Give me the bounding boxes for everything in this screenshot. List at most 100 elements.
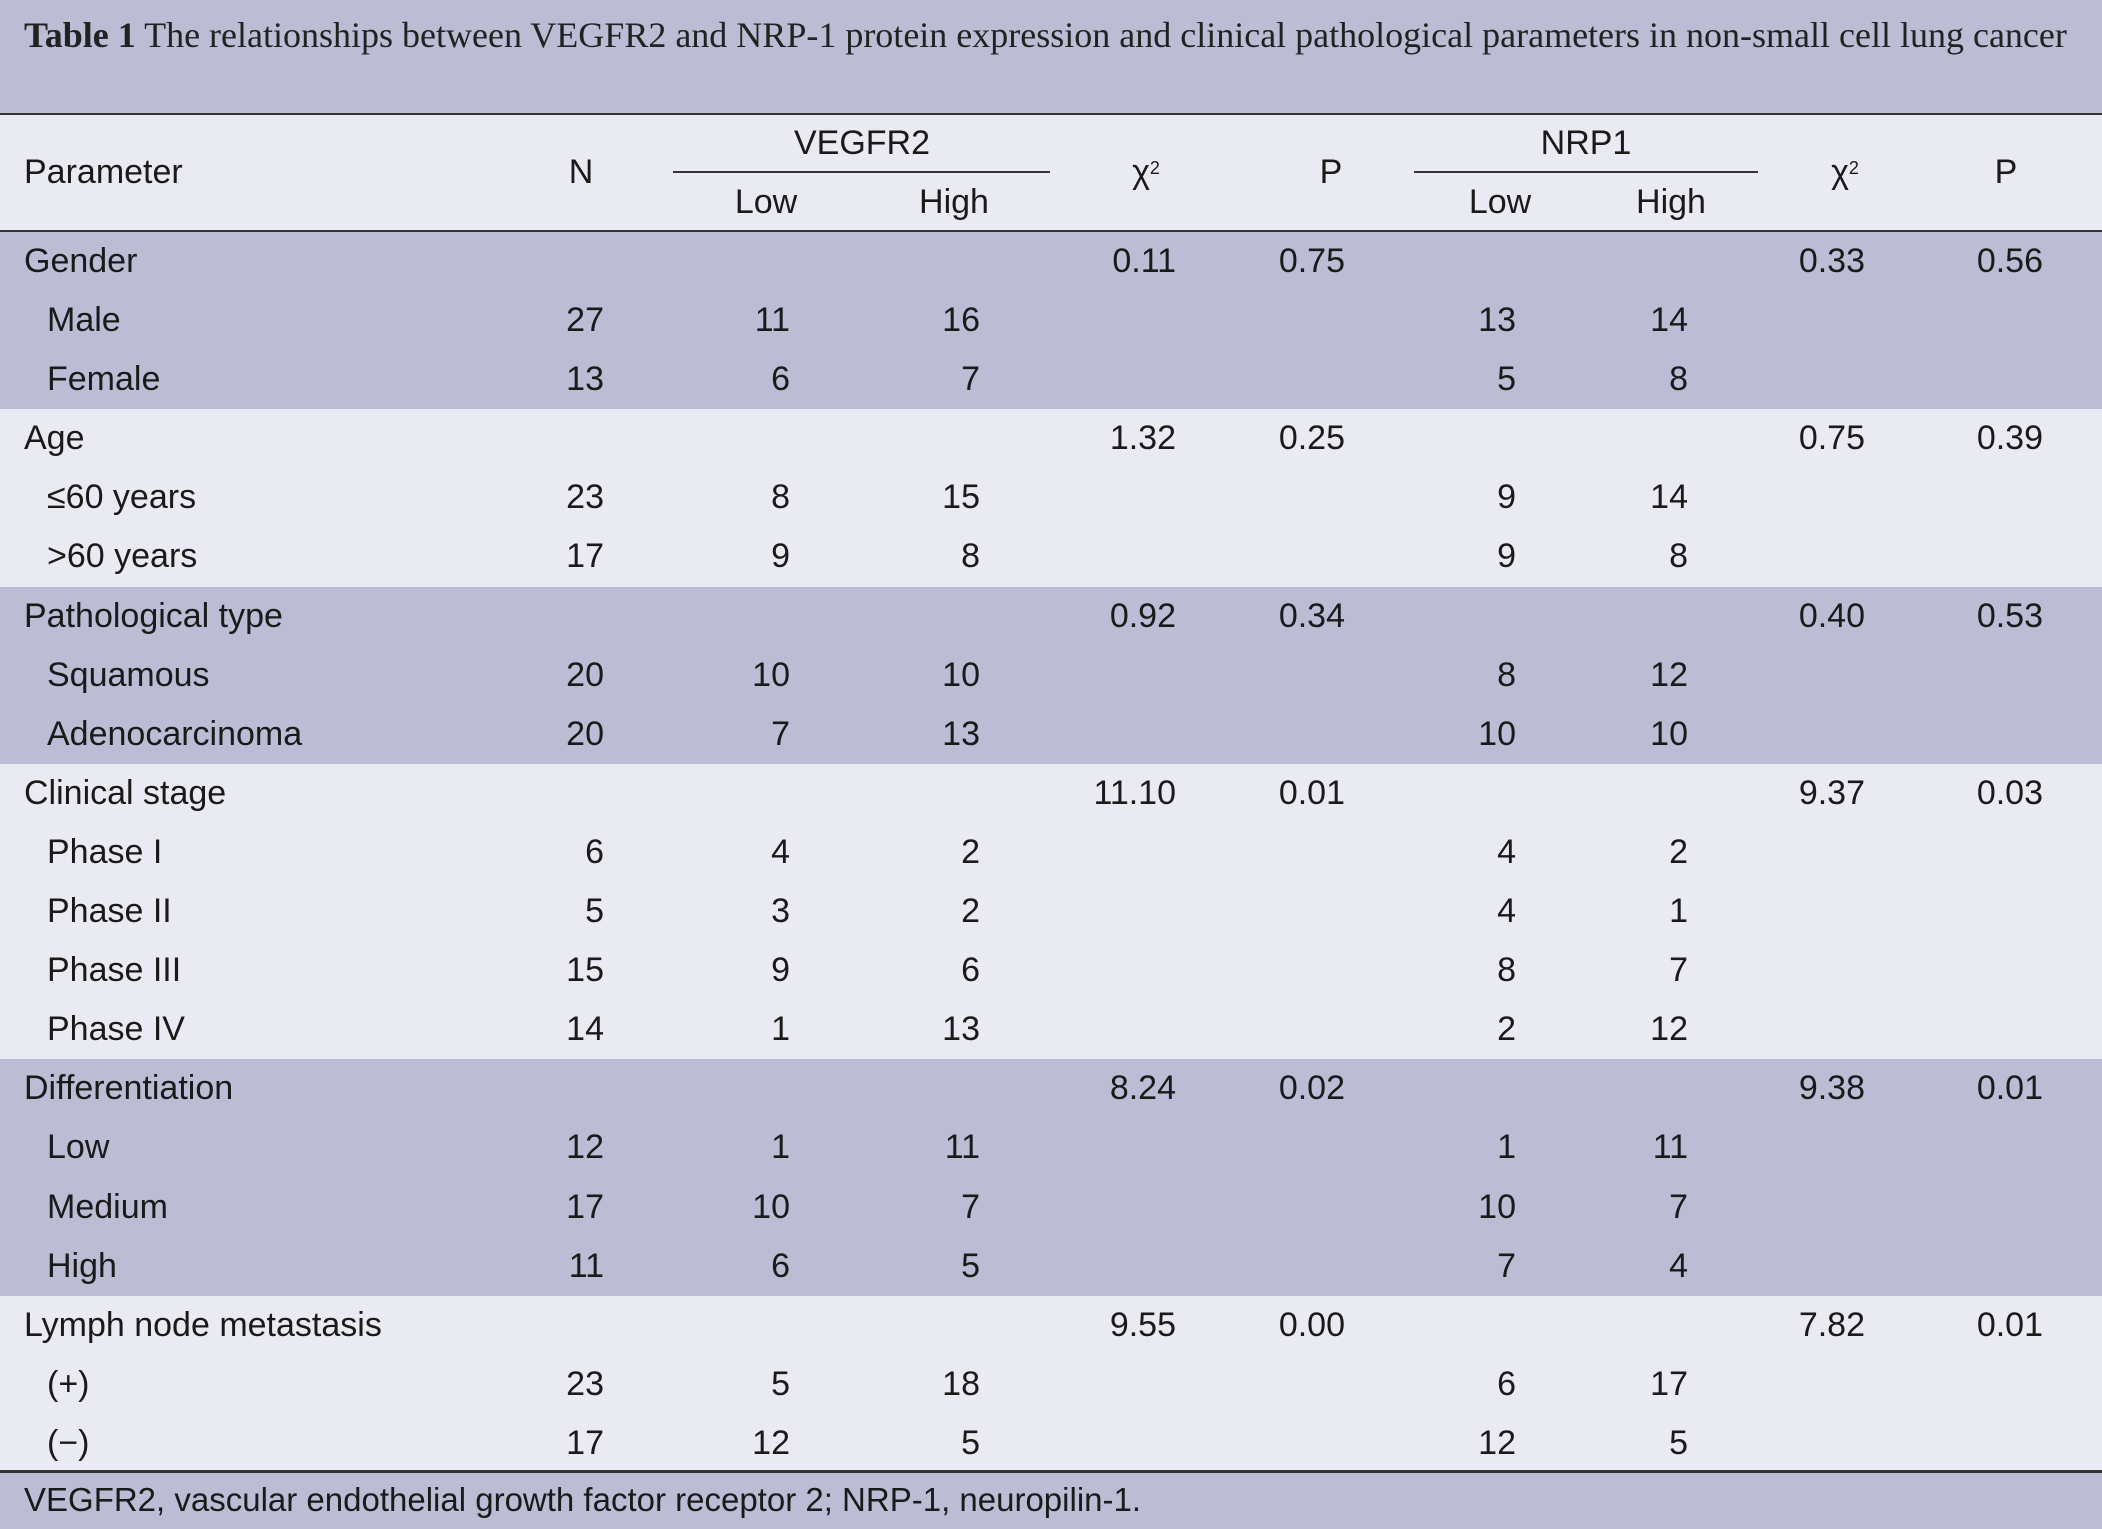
vegfr2-high-value: 6 — [961, 951, 980, 990]
row-label: >60 years — [47, 537, 198, 576]
nrp1-low-value: 9 — [1497, 537, 1516, 576]
n-value: 27 — [566, 301, 604, 340]
row-label: Phase I — [47, 832, 163, 871]
group-label: Differentiation — [24, 1069, 234, 1108]
vegfr2-low-value: 7 — [771, 714, 790, 753]
n-value: 5 — [585, 892, 604, 931]
group-header-row: Pathological type 0.92 0.34 0.40 0.53 — [0, 587, 2102, 646]
nrp1-high-value: 12 — [1650, 655, 1688, 694]
n-value: 20 — [566, 714, 604, 753]
table-caption: Table 1 The relationships between VEGFR2… — [24, 8, 2074, 62]
vegfr2-p-value: 0.25 — [1278, 419, 1345, 458]
header-nrp1-low: Low — [1468, 183, 1532, 221]
nrp1-high-value: 7 — [1669, 951, 1688, 990]
n-value: 13 — [566, 360, 604, 399]
group-header-row: Lymph node metastasis 9.55 0.00 7.82 0.01 — [0, 1296, 2102, 1355]
n-value: 11 — [568, 1246, 604, 1285]
n-value: 12 — [566, 1128, 604, 1167]
header-parameter: Parameter — [24, 153, 183, 191]
n-value: 17 — [566, 1423, 604, 1462]
nrp1-low-value: 8 — [1497, 951, 1516, 990]
header-vegfr2: VEGFR2 — [793, 124, 931, 162]
vegfr2-low-value: 9 — [771, 537, 790, 576]
vegfr2-low-value: 6 — [771, 1246, 790, 1285]
table-row: Low 12 1 11 1 11 — [0, 1118, 2102, 1177]
n-value: 20 — [566, 655, 604, 694]
vegfr2-high-value: 7 — [961, 1187, 980, 1226]
table-row: >60 years 17 9 8 9 8 — [0, 527, 2102, 586]
vegfr2-p-value: 0.34 — [1278, 596, 1345, 635]
nrp1-p-value: 0.56 — [1976, 242, 2043, 280]
table-label: Table 1 — [24, 15, 136, 55]
group-header-row: Clinical stage 11.10 0.01 9.37 0.03 — [0, 764, 2102, 823]
nrp1-high-value: 14 — [1650, 301, 1688, 340]
nrp1-p-value: 0.03 — [1976, 773, 2043, 812]
group-label: Clinical stage — [24, 773, 227, 812]
row-label: Squamous — [47, 655, 210, 694]
nrp1-chi-square: 7.82 — [1798, 1305, 1865, 1344]
row-group: Pathological type 0.92 0.34 0.40 0.53 Squamou… — [0, 586, 2102, 764]
vegfr2-high-value: 18 — [942, 1364, 980, 1403]
vegfr2-low-value: 5 — [771, 1364, 790, 1403]
row-label: Phase II — [47, 892, 172, 931]
header-chi2: χ2 — [1831, 153, 1859, 191]
group-header-row: Gender 0.11 0.75 0.33 0.56 — [0, 232, 2102, 291]
table-row: Phase III 15 9 6 8 7 — [0, 941, 2102, 1000]
header-rule — [0, 230, 2102, 232]
vegfr2-high-value: 5 — [961, 1246, 980, 1285]
table-row: Male 27 11 16 13 14 — [0, 291, 2102, 350]
header-vegfr2-high: High — [919, 183, 989, 221]
vegfr2-low-value: 1 — [771, 1128, 790, 1167]
vegfr2-p-value: 0.02 — [1278, 1069, 1345, 1108]
row-label: Low — [47, 1128, 110, 1167]
group-label: Lymph node metastasis — [24, 1305, 382, 1344]
table-row: High 11 6 5 7 4 — [0, 1237, 2102, 1296]
n-value: 14 — [566, 1010, 604, 1049]
vegfr2-low-value: 8 — [771, 478, 790, 517]
header-nrp1-high: High — [1636, 183, 1706, 221]
row-group: Differentiation 8.24 0.02 9.38 0.01 Low 12 1 11 1… — [0, 1059, 2102, 1296]
row-label: Medium — [47, 1187, 168, 1226]
nrp1-high-value: 10 — [1650, 714, 1688, 753]
nrp1-p-value: 0.01 — [1976, 1069, 2043, 1108]
header-n: N — [568, 153, 594, 191]
vegfr2-low-value: 10 — [752, 1187, 790, 1226]
row-label: Female — [47, 360, 161, 399]
nrp1-group-rule — [1414, 171, 1758, 173]
vegfr2-low-value: 9 — [771, 951, 790, 990]
table-row: (+) 23 5 18 6 17 — [0, 1355, 2102, 1414]
vegfr2-low-value: 11 — [754, 301, 790, 340]
vegfr2-high-value: 15 — [942, 478, 980, 517]
table-row: Phase II 5 3 2 4 1 — [0, 882, 2102, 941]
nrp1-chi-square: 0.33 — [1798, 242, 1865, 280]
bottom-rule — [0, 1470, 2102, 1473]
nrp1-p-value: 0.53 — [1976, 596, 2043, 635]
vegfr2-group-rule — [673, 171, 1050, 173]
row-label: (+) — [47, 1364, 90, 1403]
header-vegfr2-low: Low — [734, 183, 798, 221]
vegfr2-low-value: 12 — [752, 1423, 790, 1462]
table-header — [0, 115, 2102, 232]
vegfr2-low-value: 1 — [771, 1010, 790, 1049]
vegfr2-p-value: 0.75 — [1278, 242, 1345, 280]
vegfr2-high-value: 5 — [961, 1423, 980, 1462]
vegfr2-low-value: 4 — [771, 832, 790, 871]
nrp1-p-value: 0.39 — [1976, 419, 2043, 458]
nrp1-high-value: 2 — [1669, 832, 1688, 871]
nrp1-low-value: 12 — [1478, 1423, 1516, 1462]
group-label: Pathological type — [24, 596, 283, 635]
nrp1-high-value: 11 — [1652, 1128, 1688, 1167]
table-footnote: VEGFR2, vascular endothelial growth fact… — [24, 1481, 1142, 1518]
nrp1-high-value: 4 — [1669, 1246, 1688, 1285]
n-value: 23 — [566, 1364, 604, 1403]
n-value: 17 — [566, 1187, 604, 1226]
vegfr2-low-value: 6 — [771, 360, 790, 399]
nrp1-low-value: 10 — [1478, 1187, 1516, 1226]
row-label: (−) — [47, 1423, 90, 1462]
n-value: 23 — [566, 478, 604, 517]
nrp1-low-value: 13 — [1478, 301, 1516, 340]
row-label: Phase III — [47, 951, 182, 990]
header-p1: P — [1319, 153, 1343, 191]
nrp1-low-value: 10 — [1478, 714, 1516, 753]
